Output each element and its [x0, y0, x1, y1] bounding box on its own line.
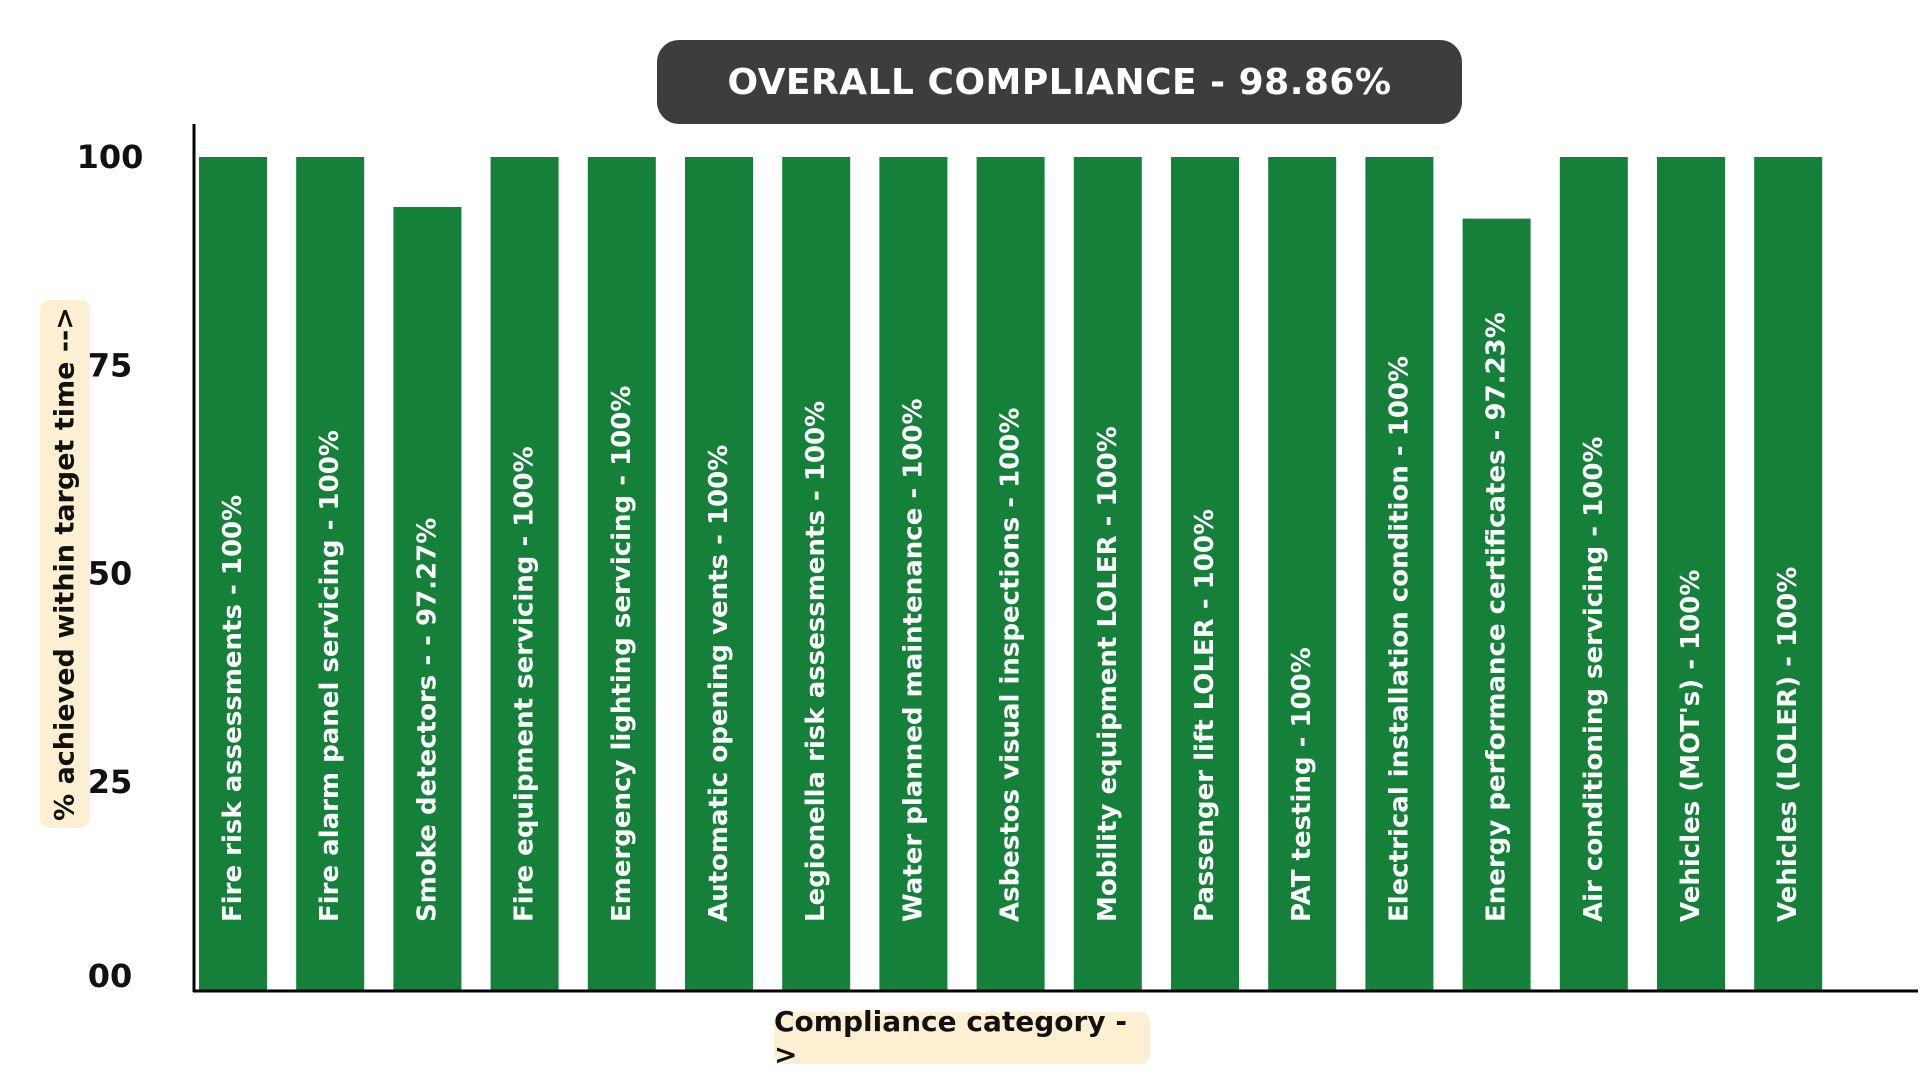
- bar-8: [879, 157, 948, 990]
- bar-11: [1171, 157, 1239, 990]
- bar-13: [1365, 157, 1434, 990]
- bar-3: [393, 206, 462, 991]
- y-tick-label-100: 100: [77, 138, 144, 176]
- axes-layer: [192, 124, 1918, 993]
- bar-label-16: Vehicles (MOT's) - 100%: [1676, 570, 1706, 922]
- bar-14: [1462, 218, 1531, 991]
- bar-12: [1268, 157, 1337, 990]
- bar-label-14: Energy performance certificates - 97.23%: [1482, 312, 1512, 922]
- bar-label-5: Emergency lighting servicing - 100%: [607, 386, 637, 922]
- bar-label-4: Fire equipment servicing - 100%: [510, 446, 540, 922]
- bar-labels-layer: Fire risk assessments - 100% Fire alarm p…: [218, 312, 1803, 922]
- bar-label-11: Passenger lift LOLER - 100%: [1190, 509, 1220, 922]
- bar-label-10: Mobility equipment LOLER - 100%: [1093, 426, 1123, 922]
- y-axis-label-background: [40, 300, 90, 828]
- bar-17: [1754, 157, 1823, 990]
- bar-1: [199, 157, 267, 990]
- bar-label-13: Electrical installation condition - 100%: [1384, 356, 1414, 922]
- bar-10: [1073, 157, 1142, 990]
- bar-2: [296, 157, 365, 990]
- bar-6: [685, 157, 753, 990]
- bar-label-2: Fire alarm panel servicing - 100%: [315, 430, 345, 922]
- bar-label-6: Automatic opening vents - 100%: [704, 445, 734, 922]
- bar-label-7: Legionella risk assessments - 100%: [801, 401, 831, 922]
- bar-label-12: PAT testing - 100%: [1287, 647, 1317, 922]
- bar-label-3: Smoke detectors - - 97.27%: [412, 518, 442, 922]
- bar-5: [587, 157, 656, 990]
- bar-9: [976, 157, 1045, 990]
- y-axis-label: % achieved within target time -->: [50, 307, 81, 821]
- y-tick-label-75: 75: [88, 346, 133, 384]
- bar-7: [782, 157, 851, 990]
- y-ticks-layer: 00 25 50 75 100: [77, 138, 144, 995]
- y-tick-label-00: 00: [88, 957, 133, 995]
- bar-4: [490, 157, 559, 990]
- bars-layer: [199, 157, 1823, 991]
- bar-label-15: Air conditioning servicing - 100%: [1579, 437, 1609, 922]
- bar-label-1: Fire risk assessments - 100%: [218, 495, 248, 922]
- y-tick-label-50: 50: [88, 555, 133, 593]
- bar-label-9: Asbestos visual inspections - 100%: [996, 408, 1026, 922]
- bar-16: [1657, 157, 1725, 990]
- bar-15: [1559, 157, 1628, 990]
- bar-label-8: Water planned maintenance - 100%: [898, 398, 928, 922]
- chart-title: OVERALL COMPLIANCE - 98.86%: [657, 40, 1462, 124]
- bar-label-17: Vehicles (LOLER) - 100%: [1773, 567, 1803, 922]
- y-tick-label-25: 25: [88, 763, 133, 801]
